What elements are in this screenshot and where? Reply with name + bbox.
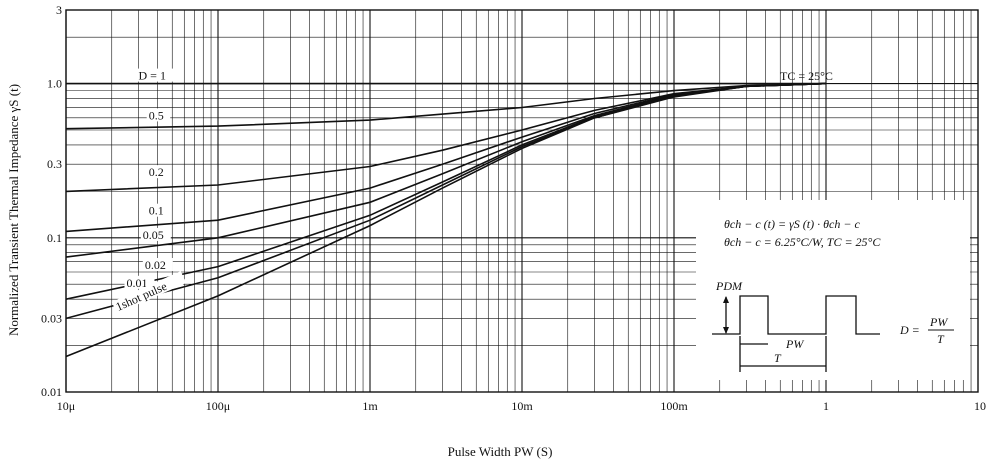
series-label: 0.5 [149,108,164,122]
series-group [65,82,827,358]
x-tick-label: 1m [362,399,378,413]
tc-label: TC = 25°C [780,69,833,83]
series-label-bg [146,165,171,179]
x-tick-label: 10 [974,399,986,413]
pdm-arrowhead-top [723,296,729,303]
pdm-label: PDM [715,279,743,293]
series-line [65,82,827,358]
series-label-bg [142,258,173,272]
tick-labels: 10μ 100μ 1m 10m 100m 1 10 0.01 0.03 0.1 0.3 1.0 3 [41,3,986,413]
y-tick-label: 1.0 [47,77,62,91]
pdm-arrowhead-bottom [723,327,729,334]
plot-frame [65,9,979,393]
series-label-bg [146,108,171,122]
t-label: T [774,351,782,365]
pulse-waveform [712,295,880,335]
y-tick-label: 0.1 [47,231,62,245]
series-label: 0.02 [145,258,166,272]
x-tick-label: 10μ [57,399,75,413]
formula-line-2: θch − c = 6.25°C/W, TC = 25°C [724,235,881,249]
series-label: 0.2 [149,165,164,179]
series-line [65,82,827,130]
series-label: 0.1 [149,204,164,218]
series-label: 0.01 [126,276,147,290]
x-axis-title: Pulse Width PW (S) [448,444,553,459]
x-tick-label: 10m [511,399,533,413]
formula-panel [696,200,970,380]
series-line [65,82,827,193]
series-label-bg [124,275,155,289]
series-label-bg [140,227,171,241]
x-tick-label: 1 [823,399,829,413]
series-label-bg [146,203,171,217]
y-tick-label: 3 [56,3,62,17]
series-label-bg [111,271,187,314]
y-tick-label: 0.01 [41,385,62,399]
x-tick-label: 100μ [206,399,230,413]
pw-label: PW [785,337,804,351]
series-label: 0.05 [143,228,164,242]
series-label: D = 1 [139,69,166,83]
y-axis-title: Normalized Transient Thermal Impedance γ… [6,84,21,336]
y-tick-label: 0.3 [47,157,62,171]
duty-denominator: T [937,332,945,346]
x-tick-label: 100m [660,399,688,413]
series-label-bg [136,68,174,82]
duty-numerator: PW [929,315,948,329]
formula-line-1: θch − c (t) = γS (t) · θch − c [724,217,860,231]
y-tick-label: 0.03 [41,311,62,325]
duty-lhs: D = [899,323,920,337]
